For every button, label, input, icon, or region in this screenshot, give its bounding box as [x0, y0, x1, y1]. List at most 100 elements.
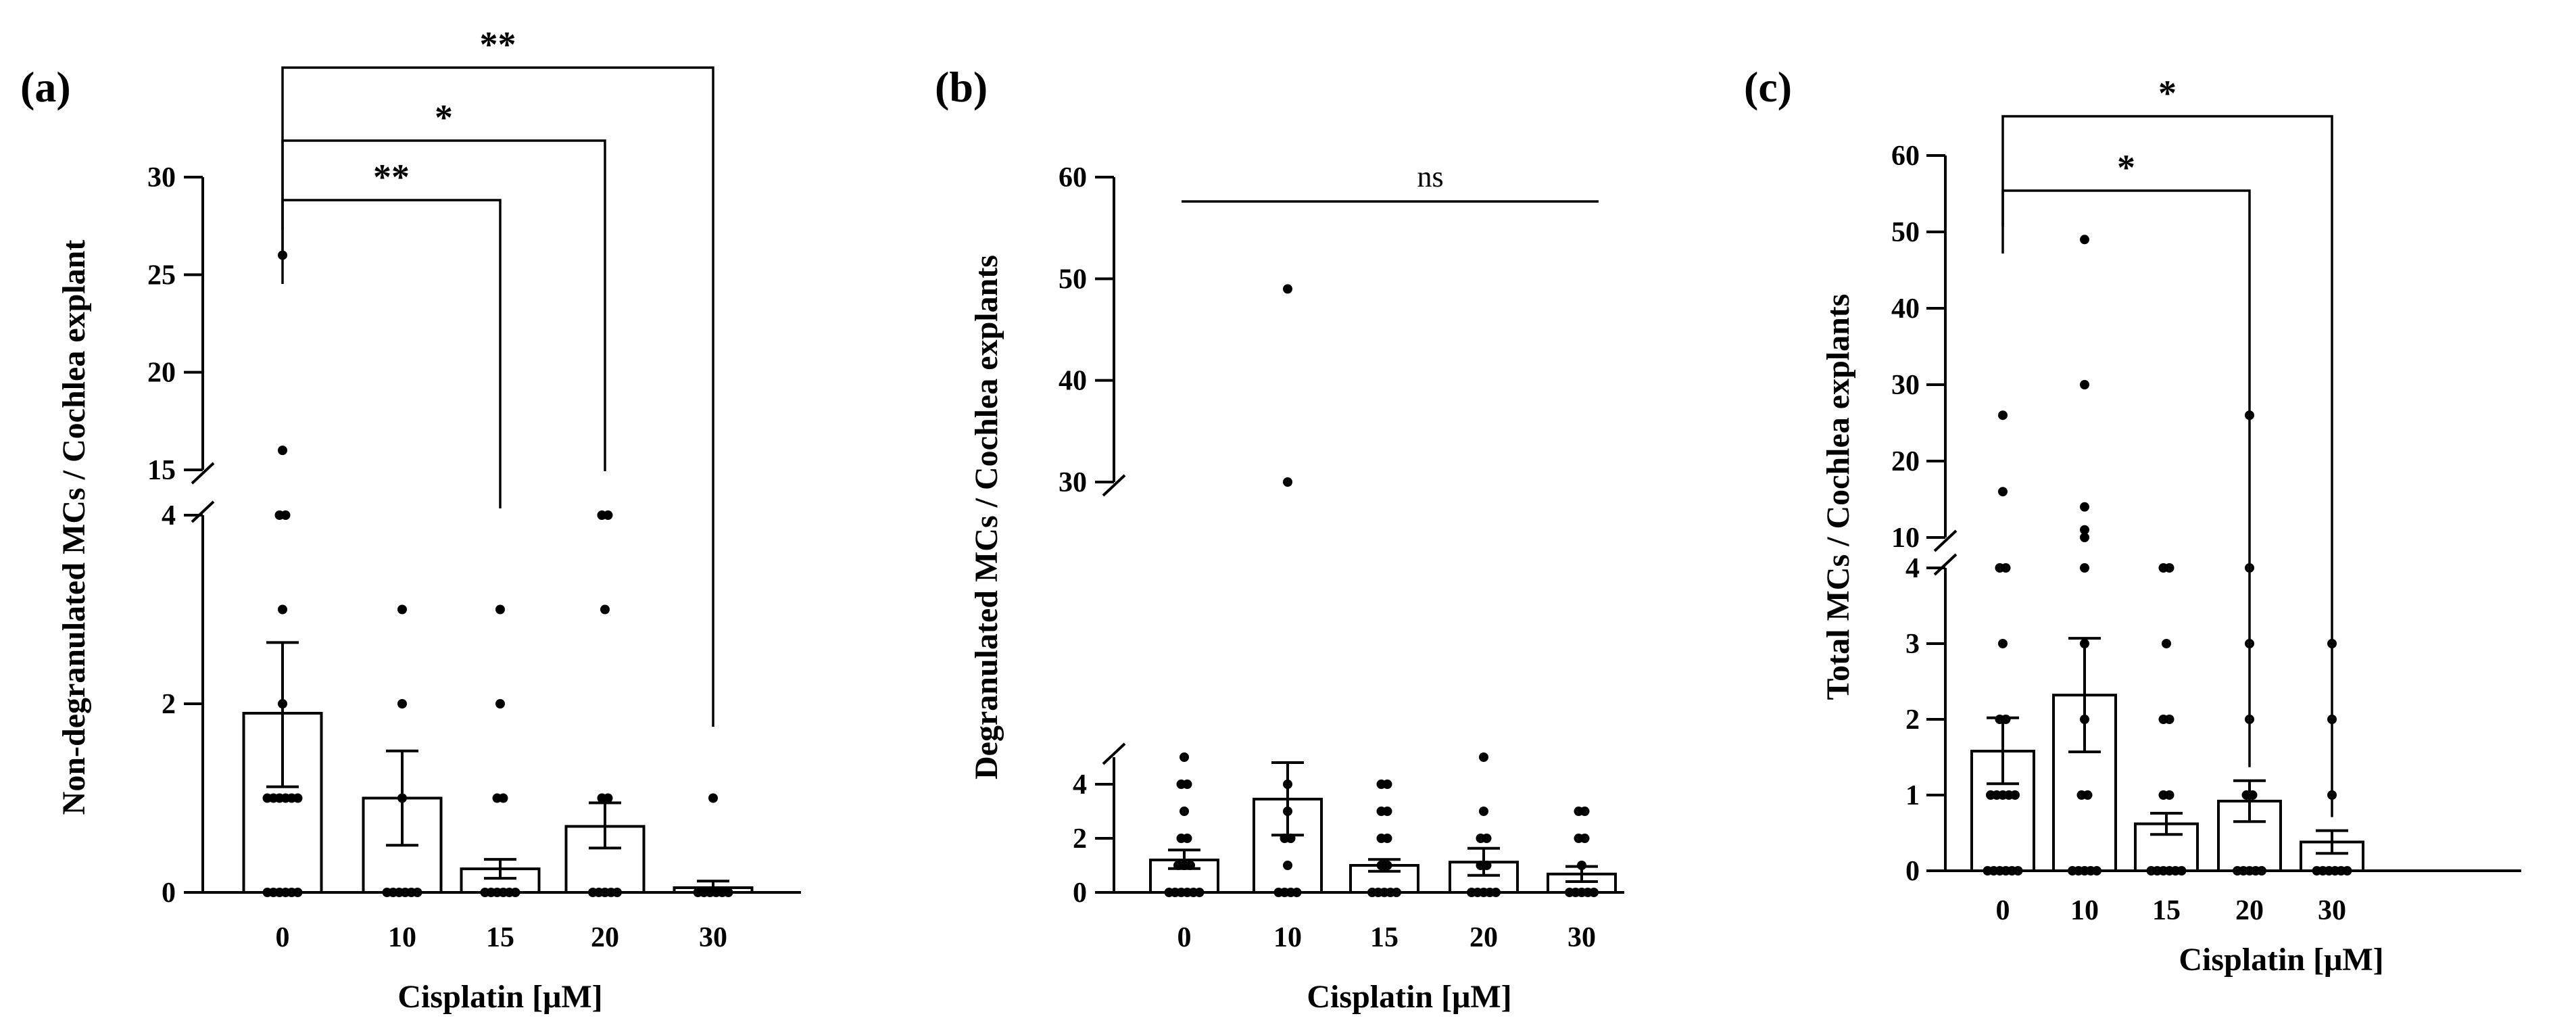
y-axis-break-lower-b [1102, 742, 1126, 765]
data-point-c [2001, 563, 2011, 573]
data-point-b [1382, 807, 1392, 816]
panel-label-b: (b) [935, 63, 988, 111]
data-point-c [2162, 639, 2171, 648]
panel-b: 0 2 4 30 40 50 60 0 10 15 20 30 ns [1059, 160, 1624, 953]
x-tick-label-c: 30 [2318, 895, 2346, 926]
data-point-c [2080, 380, 2089, 389]
significance-bracket-a [281, 139, 606, 471]
data-point-c [2080, 533, 2089, 542]
data-point-b [1479, 807, 1488, 816]
y-axis-break-upper-a [191, 462, 215, 485]
data-point-b [1491, 888, 1501, 897]
x-axis-title-c: Cisplatin [μM] [2179, 942, 2383, 978]
significance-bracket-c [2001, 115, 2333, 817]
data-point-b [1283, 807, 1292, 816]
significance-label-a: * [435, 97, 453, 138]
y-tick-label-c: 40 [1891, 293, 1920, 325]
x-tick-label-c: 20 [2235, 895, 2264, 926]
y-tick-label-c: 0 [1905, 856, 1920, 887]
data-point-c [2177, 866, 2187, 876]
y-tick-label-a: 25 [147, 260, 176, 291]
y-axis-break-lower-c [1933, 553, 1958, 576]
data-point-b [1180, 752, 1189, 762]
data-point-b [1580, 834, 1590, 843]
data-point-b [1182, 780, 1192, 789]
x-tick-label-c: 0 [1996, 895, 2010, 926]
x-tick-label-c: 15 [2152, 895, 2181, 926]
data-point-c [2257, 866, 2266, 876]
data-point-b [1182, 834, 1192, 843]
data-point-a [603, 793, 613, 803]
significance-bracket-a [281, 199, 502, 508]
data-point-c [2080, 715, 2089, 724]
data-point-a [397, 699, 407, 709]
data-point-b [1580, 807, 1590, 816]
data-point-b [1382, 861, 1392, 870]
data-point-b [1186, 861, 1195, 870]
data-point-b [1392, 888, 1401, 897]
data-point-b [1482, 834, 1492, 843]
x-tick-label-a: 20 [591, 922, 619, 953]
data-point-a [397, 604, 407, 615]
significance-bracket-a [281, 66, 714, 727]
data-point-a [281, 510, 291, 520]
data-point-a [278, 699, 287, 709]
data-point-a [293, 888, 303, 897]
y-tick-label-b: 50 [1059, 264, 1087, 295]
data-point-b [1577, 861, 1586, 870]
x-tick-label-a: 0 [276, 922, 290, 953]
data-point-c [2164, 715, 2174, 724]
data-point-c [2080, 235, 2089, 245]
data-point-c [2164, 790, 2174, 800]
data-point-a [708, 793, 718, 803]
y-tick-label-a: 30 [147, 162, 176, 193]
data-point-a [293, 793, 303, 803]
data-point-c [2080, 525, 2089, 535]
data-point-c [1998, 639, 2008, 648]
data-point-c [2080, 563, 2089, 573]
y-tick-label-b: 30 [1059, 467, 1087, 498]
x-tick-label-b: 15 [1370, 922, 1399, 953]
data-point-b [1283, 861, 1292, 870]
data-point-c [1998, 487, 2008, 497]
y-axis-break-upper-b [1102, 474, 1126, 497]
data-point-a [412, 888, 422, 897]
data-point-c [2164, 563, 2174, 573]
x-tick-label-b: 30 [1568, 922, 1596, 953]
y-tick-label-c: 2 [1905, 704, 1920, 736]
y-tick-label-b: 0 [1073, 878, 1087, 909]
y-tick-label-a: 0 [162, 878, 176, 909]
data-point-b [1382, 834, 1392, 843]
significance-label-b: ns [1417, 160, 1443, 193]
data-point-a [510, 888, 520, 897]
significance-label-c: * [2117, 147, 2135, 188]
data-point-b [1479, 752, 1488, 762]
data-point-b [1180, 807, 1189, 816]
data-point-c [2001, 715, 2011, 724]
y-tick-label-b: 4 [1073, 769, 1087, 800]
y-tick-label-a: 15 [147, 455, 176, 486]
y-tick-label-c: 60 [1891, 141, 1920, 172]
x-axis-title-b: Cisplatin [μM] [1307, 979, 1511, 1015]
y-tick-label-c: 3 [1905, 629, 1920, 660]
data-point-a [603, 510, 613, 520]
x-tick-label-a: 30 [699, 922, 727, 953]
x-tick-label-a: 10 [388, 922, 416, 953]
y-tick-label-b: 60 [1059, 162, 1087, 193]
data-point-c [2080, 639, 2089, 648]
y-tick-label-a: 4 [162, 500, 176, 531]
data-point-b [1283, 284, 1292, 294]
data-point-b [1382, 780, 1392, 789]
data-point-c [2342, 866, 2352, 876]
y-tick-label-b: 40 [1059, 366, 1087, 397]
data-point-a [723, 888, 733, 897]
data-point-a [495, 699, 505, 709]
panel-label-a: (a) [20, 63, 71, 111]
data-point-a [498, 793, 508, 803]
y-axis-title-b: Degranulated MCs / Cochlea explants [969, 255, 1004, 780]
x-tick-label-b: 0 [1177, 922, 1192, 953]
